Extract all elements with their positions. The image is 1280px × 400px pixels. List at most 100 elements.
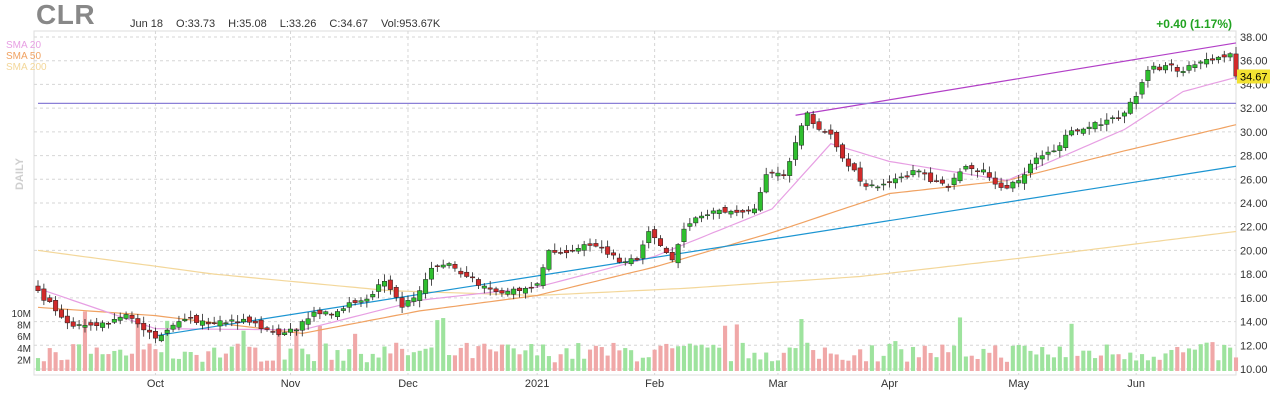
- candle: [769, 171, 775, 174]
- candle: [845, 158, 851, 167]
- volume-bar: [276, 329, 281, 371]
- volume-bar: [593, 345, 598, 371]
- candle: [693, 217, 699, 224]
- candle: [887, 181, 893, 183]
- candle: [634, 258, 640, 261]
- volume-bar: [1034, 354, 1039, 371]
- candle: [1151, 65, 1157, 70]
- y-tick-label: 10.00: [1240, 364, 1268, 376]
- volume-bar: [587, 349, 593, 371]
- volume-bar: [611, 342, 616, 371]
- volume-bar: [388, 353, 393, 371]
- candle: [211, 322, 217, 324]
- low-value: L:33.26: [279, 18, 317, 30]
- volume-bar: [223, 353, 228, 371]
- candles: [35, 46, 1239, 344]
- candle: [781, 174, 787, 176]
- candle: [393, 287, 399, 298]
- volume-bar: [499, 344, 504, 371]
- volume-bar: [394, 342, 399, 371]
- candle: [293, 329, 299, 332]
- candle: [493, 288, 499, 292]
- candle: [934, 180, 939, 182]
- volume-tick-label: 2M: [17, 355, 31, 366]
- candle: [288, 328, 294, 333]
- candle: [399, 297, 405, 308]
- x-tick-label: Apr: [881, 378, 898, 390]
- candle: [517, 287, 523, 291]
- volume-bar: [1063, 357, 1068, 371]
- y-tick-label: 36.00: [1240, 56, 1268, 68]
- candle: [564, 250, 570, 254]
- candle: [229, 319, 235, 322]
- candle: [734, 209, 740, 213]
- candle: [1145, 69, 1151, 81]
- x-tick-label: 2021: [525, 378, 549, 390]
- candle: [869, 184, 875, 187]
- volume-bar: [1192, 349, 1197, 371]
- candle: [975, 170, 981, 173]
- volume-bar: [159, 352, 164, 371]
- y-tick-label: 38.00: [1240, 32, 1268, 44]
- volume-bar: [1057, 346, 1062, 371]
- price-change: +0.40 (1.17%): [1156, 17, 1232, 31]
- volume-bar: [1139, 354, 1145, 371]
- candle: [840, 144, 846, 159]
- x-tick-label: Jun: [1127, 378, 1145, 390]
- volume-bar: [188, 352, 193, 371]
- candle: [53, 300, 59, 312]
- candle: [105, 322, 111, 325]
- volume-bar: [523, 350, 528, 371]
- volume-bar: [94, 347, 99, 371]
- candle: [505, 291, 511, 295]
- candle: [199, 320, 205, 326]
- volume-bar: [306, 354, 311, 371]
- candle: [646, 231, 652, 244]
- y-tick-label: 20.00: [1240, 245, 1268, 257]
- volume-bar: [112, 350, 117, 371]
- candle: [111, 319, 117, 323]
- candle: [511, 288, 517, 295]
- candle: [810, 114, 816, 124]
- candle: [957, 171, 963, 182]
- volume-bar: [1210, 342, 1215, 371]
- volume-bar: [582, 358, 587, 371]
- candle: [76, 324, 82, 326]
- trendline-resistance: [795, 42, 1237, 116]
- candle: [998, 182, 1004, 188]
- volume-bar: [723, 325, 728, 371]
- volume-bar: [858, 349, 863, 371]
- volume-bar: [1145, 360, 1150, 371]
- sma-legend: SMA 20 SMA 50 SMA 200: [6, 40, 47, 73]
- candle: [910, 170, 916, 176]
- candle: [816, 121, 822, 130]
- candle: [1039, 155, 1045, 160]
- candle: [94, 322, 100, 326]
- volume-bar: [376, 357, 381, 371]
- candle: [1192, 64, 1198, 68]
- candle: [599, 246, 605, 249]
- candle: [1110, 117, 1116, 119]
- volume-bar: [171, 358, 176, 371]
- candle: [1022, 174, 1028, 184]
- candle: [176, 321, 182, 328]
- candle: [928, 172, 934, 182]
- candle: [147, 329, 153, 333]
- candle: [311, 311, 317, 317]
- volume-bar: [1128, 352, 1133, 371]
- volume-bar: [311, 361, 317, 371]
- volume-bar: [781, 352, 786, 371]
- volume-bar: [206, 351, 211, 371]
- candle: [658, 238, 663, 246]
- candle: [59, 309, 64, 318]
- candle: [528, 286, 534, 289]
- volume-bar: [529, 344, 534, 371]
- candle: [881, 183, 887, 186]
- candle: [305, 318, 311, 325]
- candle: [728, 210, 734, 215]
- candle: [740, 210, 746, 213]
- candle: [1098, 124, 1104, 126]
- volume-bar: [505, 344, 510, 371]
- volume-bar: [599, 347, 604, 371]
